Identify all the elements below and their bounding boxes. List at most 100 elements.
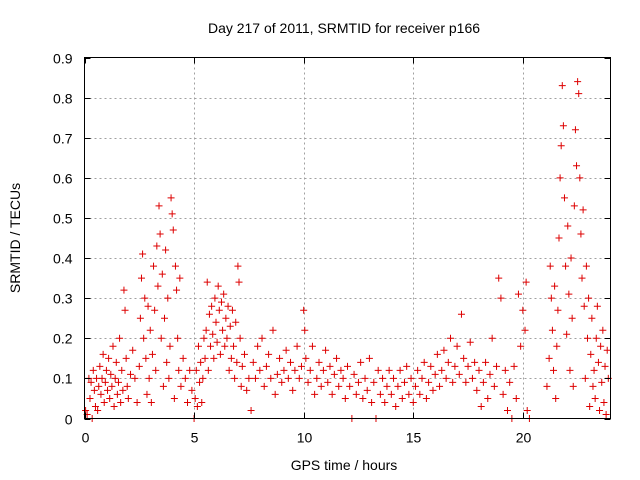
data-point [368, 398, 376, 406]
data-point [194, 342, 202, 350]
data-point [119, 386, 127, 394]
data-point [273, 370, 281, 378]
data-point [580, 302, 588, 310]
data-point [153, 242, 161, 250]
data-point [254, 342, 262, 350]
data-point [216, 350, 224, 358]
data-point [400, 378, 408, 386]
data-point [599, 326, 607, 334]
data-point [499, 390, 507, 398]
data-point [409, 398, 417, 406]
data-point [284, 374, 292, 382]
data-point [105, 354, 113, 362]
data-point [192, 366, 200, 374]
data-point [278, 378, 286, 386]
data-point [449, 378, 457, 386]
data-point [457, 310, 465, 318]
data-point [159, 382, 167, 390]
data-point [359, 394, 367, 402]
plot-frame [84, 57, 611, 419]
x-axis-label: GPS time / hours [291, 457, 398, 473]
data-point [588, 314, 596, 322]
data-point [383, 382, 391, 390]
data-point [220, 290, 228, 298]
data-point [590, 366, 598, 374]
data-point [235, 278, 243, 286]
data-point [170, 394, 178, 402]
data-point [512, 394, 520, 402]
data-point [209, 330, 217, 338]
data-point [114, 378, 122, 386]
data-point [550, 366, 558, 374]
data-point [422, 394, 430, 402]
data-point [510, 362, 518, 370]
data-point [436, 382, 444, 390]
data-point [548, 326, 556, 334]
data-point [267, 374, 275, 382]
data-point [587, 350, 595, 358]
data-point [551, 282, 559, 290]
data-point [571, 126, 579, 134]
data-point [113, 390, 121, 398]
y-tick-label: 0.8 [53, 91, 73, 107]
data-point [226, 322, 234, 330]
data-point [145, 374, 153, 382]
data-point [95, 382, 103, 390]
data-point [403, 362, 411, 370]
data-point [205, 310, 213, 318]
data-point [212, 318, 220, 326]
y-tick-label: 0.4 [53, 251, 73, 267]
data-point [313, 374, 321, 382]
data-point [204, 366, 212, 374]
data-point [455, 370, 463, 378]
data-point [547, 294, 555, 302]
data-point [473, 386, 481, 394]
x-tick-label: 0 [82, 430, 90, 446]
data-point [306, 366, 314, 374]
data-point [468, 374, 476, 382]
data-point [238, 362, 246, 370]
data-point [120, 286, 128, 294]
data-point [176, 274, 184, 282]
data-point [519, 306, 527, 314]
data-point [99, 350, 107, 358]
data-point [230, 342, 238, 350]
data-point [562, 262, 570, 270]
data-point [374, 366, 382, 374]
data-point [337, 366, 345, 374]
data-point [464, 362, 472, 370]
data-point [601, 362, 609, 370]
data-point [133, 398, 141, 406]
data-point [214, 282, 222, 290]
data-point [416, 390, 424, 398]
data-point [196, 378, 204, 386]
data-point [407, 374, 415, 382]
data-point [123, 382, 131, 390]
data-point [440, 346, 448, 354]
data-point [301, 326, 309, 334]
data-point [438, 366, 446, 374]
data-point [140, 334, 148, 342]
data-point [593, 302, 601, 310]
data-point [219, 326, 227, 334]
data-point [174, 334, 182, 342]
data-point [282, 346, 290, 354]
data-point [398, 394, 406, 402]
data-point [586, 402, 594, 410]
data-point [289, 386, 297, 394]
data-point [251, 374, 259, 382]
y-tick-label: 0.2 [53, 331, 73, 347]
data-point [243, 386, 251, 394]
data-point [104, 386, 112, 394]
data-point [495, 274, 503, 282]
data-point [554, 306, 562, 314]
data-point [110, 402, 118, 410]
data-point [357, 358, 365, 366]
data-point [354, 378, 362, 386]
data-point [184, 398, 192, 406]
data-point [260, 382, 268, 390]
data-point [144, 302, 152, 310]
data-point [111, 374, 119, 382]
data-point [116, 334, 124, 342]
data-point [567, 254, 575, 262]
